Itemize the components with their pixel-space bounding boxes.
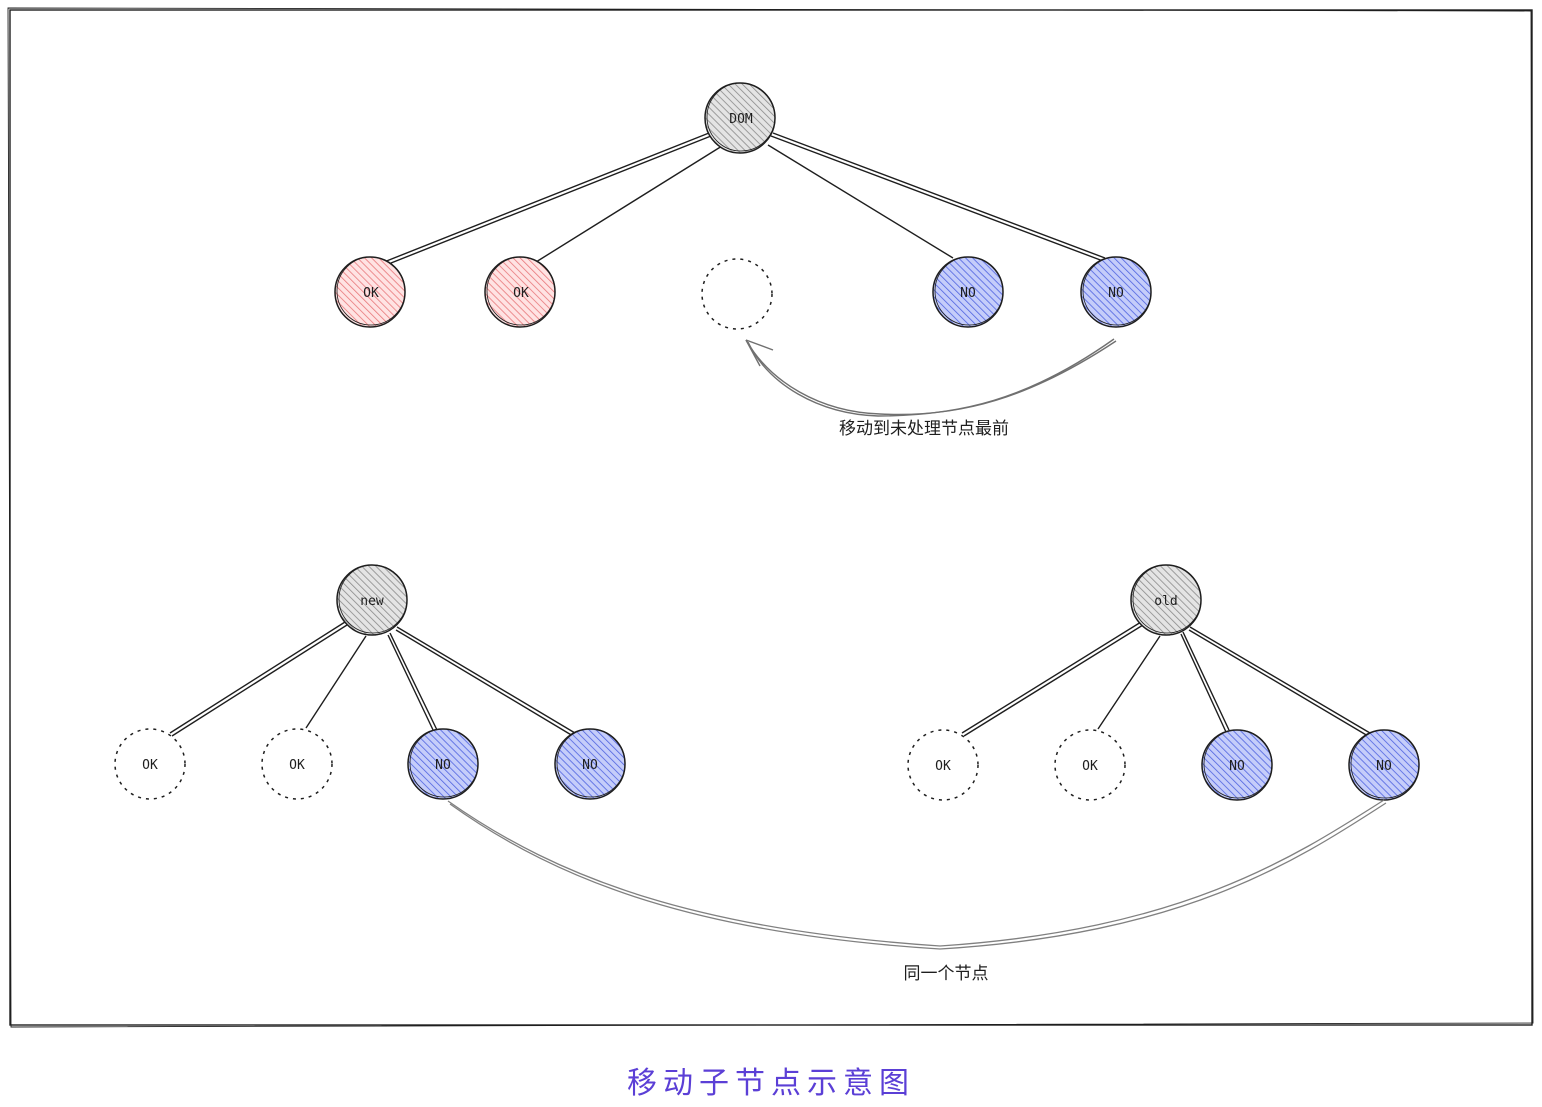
- top-child-ok-1-label: OK: [363, 286, 379, 301]
- figure-caption: 移动子节点示意图: [627, 1066, 915, 1101]
- new-root-label: new: [360, 594, 384, 609]
- old-child-ok-1: OK: [907, 729, 979, 801]
- old-root-node: old: [1130, 564, 1202, 636]
- new-child-ok-1-label: OK: [142, 758, 158, 773]
- top-child-ok-2-label: OK: [513, 286, 529, 301]
- move-arrow: [745, 338, 1117, 417]
- old-tree-edges: [961, 621, 1371, 737]
- top-root-label: DOM: [729, 112, 753, 127]
- old-child-no-1-label: NO: [1229, 759, 1245, 774]
- new-child-no-2-label: NO: [582, 758, 598, 773]
- top-child-no-1: NO: [932, 256, 1004, 328]
- old-root-label: old: [1154, 594, 1177, 609]
- old-child-ok-1-label: OK: [935, 759, 951, 774]
- new-child-ok-2-label: OK: [289, 758, 305, 773]
- new-root-node: new: [336, 564, 408, 636]
- old-child-ok-2: OK: [1054, 729, 1126, 801]
- top-child-ok-2: OK: [484, 256, 556, 328]
- new-child-ok-1: OK: [114, 728, 186, 800]
- same-node-arc: [447, 799, 1387, 950]
- top-child-empty-slot: [701, 258, 773, 330]
- old-child-ok-2-label: OK: [1082, 759, 1098, 774]
- new-child-no-2: NO: [554, 728, 626, 800]
- top-child-no-2-label: NO: [1108, 286, 1124, 301]
- same-node-annotation: 同一个节点: [904, 964, 989, 984]
- top-child-ok-1: OK: [334, 256, 406, 328]
- old-child-no-1: NO: [1201, 729, 1273, 801]
- top-tree-edges: [383, 132, 1106, 266]
- new-child-no-1-label: NO: [435, 758, 451, 773]
- old-child-no-2: NO: [1348, 729, 1420, 801]
- top-child-no-1-label: NO: [960, 286, 976, 301]
- top-child-no-2: NO: [1080, 256, 1152, 328]
- new-child-no-1: NO: [407, 728, 479, 800]
- outer-frame: [7, 7, 1534, 1028]
- top-root-node: DOM: [704, 82, 776, 154]
- move-annotation: 移动到未处理节点最前: [839, 419, 1009, 439]
- old-child-no-2-label: NO: [1376, 759, 1392, 774]
- new-child-ok-2: OK: [261, 728, 333, 800]
- new-tree-edges: [169, 621, 576, 737]
